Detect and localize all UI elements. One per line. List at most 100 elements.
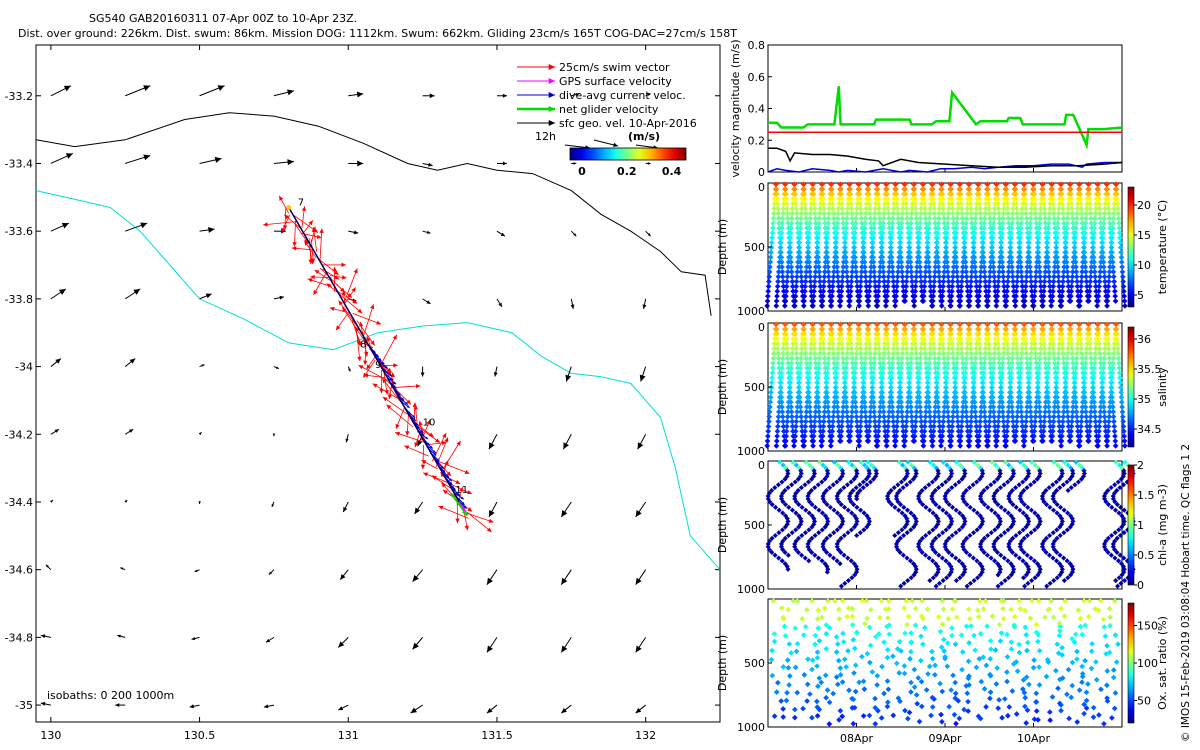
- geo-velocity-arrow-head: [493, 372, 498, 377]
- swim-vector-arrow-head: [358, 365, 364, 370]
- geo-velocity-arrow: [273, 159, 294, 166]
- coastline-0m: [35, 112, 712, 316]
- geo-velocity-arrow-head: [565, 374, 572, 382]
- geo-velocity-arrow: [268, 569, 275, 576]
- swim-vector-arrow: [421, 459, 438, 470]
- swim-vector-arrow: [355, 326, 369, 347]
- swim-vector-arrow-head: [393, 363, 398, 368]
- geo-velocity-arrow: [562, 434, 572, 450]
- velocity-y-tick-label: 0.6: [748, 71, 766, 84]
- geo-velocity-arrow-head: [353, 230, 359, 235]
- swim-vector-arrow-head: [442, 489, 448, 495]
- swim-vector-arrow-head: [444, 437, 449, 443]
- dac-arrow-head: [389, 377, 393, 381]
- swim-vector-arrow-shaft: [381, 334, 398, 364]
- swim-vector-arrow-head: [395, 431, 401, 436]
- swim-vector-arrow: [283, 214, 302, 229]
- dac-arrow-head: [449, 481, 453, 485]
- geo-velocity-arrow-head: [637, 442, 644, 450]
- geo-velocity-arrow: [189, 704, 200, 709]
- geo-velocity-arrow: [486, 704, 498, 714]
- velocity-series-dac: [767, 161, 1122, 173]
- swim-vector-arrow: [438, 505, 469, 519]
- geo-velocity-arrow: [570, 298, 575, 309]
- swim-vector-arrow-head: [387, 394, 393, 400]
- swim-vector-arrow-shaft: [362, 304, 374, 337]
- geo-velocity-arrow-head: [54, 429, 59, 433]
- geo-velocity-arrow: [272, 433, 276, 437]
- temperature-sample: [775, 210, 782, 217]
- swim-vector-arrow: [436, 460, 470, 475]
- salinity-colorbar-tick-label: 36: [1137, 333, 1151, 346]
- geo-velocity-arrow: [273, 295, 285, 300]
- swim-vector-arrow-head: [338, 300, 343, 306]
- map-x-tick-label: 132: [635, 729, 656, 742]
- legend-swatch-head: [548, 105, 555, 113]
- temperature-sample: [1122, 303, 1128, 309]
- day-label: 7: [298, 197, 304, 208]
- dac-arrow-head: [416, 425, 420, 429]
- colorbar-title: (m/s): [628, 130, 660, 143]
- temperature-colorbar-tick-label: 15: [1137, 229, 1151, 242]
- swim-vector-arrow-head: [459, 486, 464, 492]
- geo-velocity-arrow: [560, 637, 572, 653]
- geo-velocity-arrow-head: [561, 707, 567, 714]
- swim-vector-arrow-head: [304, 240, 309, 246]
- geo-velocity-arrow: [50, 153, 74, 164]
- geo-velocity-arrow: [347, 366, 351, 372]
- swim-vector-arrow-shaft: [358, 364, 388, 381]
- swim-vector-arrow: [310, 274, 332, 280]
- swim-vector-arrow-head: [352, 299, 358, 304]
- dac-arrow-head: [372, 350, 376, 354]
- chart-title: SG540 GAB20160311 07-Apr 00Z to 10-Apr 2…: [89, 12, 358, 25]
- swim-vector-arrow-head: [456, 440, 461, 446]
- geo-velocity-arrow: [496, 161, 507, 166]
- geo-velocity-arrow: [496, 298, 503, 308]
- geo-velocity-arrow-head: [502, 161, 507, 166]
- geo-velocity-arrow: [496, 230, 506, 237]
- swim-vector-arrow: [302, 220, 314, 234]
- dac-arrow-head: [413, 418, 416, 422]
- map-colorbar-tick-label: 0.2: [617, 165, 637, 178]
- geo-velocity-arrow-head: [201, 364, 205, 367]
- map-colorbar-tick-label: 0: [578, 165, 586, 178]
- swim-vector-arrow-shaft: [352, 312, 382, 325]
- swim-vector-arrow: [332, 266, 337, 293]
- swim-vector-arrow-shaft: [262, 221, 298, 226]
- geo-velocity-arrow-head: [58, 288, 66, 295]
- temperature-sample: [769, 225, 776, 231]
- geo-velocity-arrow: [199, 85, 225, 97]
- swim-vector-arrow-head: [446, 471, 452, 477]
- swim-vector-arrow-head: [441, 440, 447, 446]
- geo-velocity-arrow: [194, 569, 200, 573]
- temperature-sample: [775, 215, 782, 222]
- geo-velocity-arrow: [496, 93, 507, 98]
- salinity-colorbar-tick-label: 34.5: [1137, 423, 1162, 436]
- geo-velocity-arrow-head: [635, 645, 642, 653]
- geo-velocity-arrow: [40, 634, 51, 639]
- geo-velocity-arrow: [125, 222, 148, 232]
- geo-velocity-arrow: [410, 704, 423, 714]
- geo-velocity-arrow-head: [40, 634, 46, 639]
- swim-vector-arrow-shaft: [364, 337, 367, 366]
- temperature-sample: [773, 181, 779, 188]
- swim-vector-arrow-head: [438, 505, 444, 510]
- geo-velocity-arrow: [50, 428, 60, 435]
- swim-vector-arrow-head: [319, 228, 324, 234]
- swim-vector-arrow: [337, 291, 358, 304]
- chart-subtitle: Dist. over ground: 226km. Dist. swum: 86…: [18, 27, 737, 40]
- day-label: 11: [455, 485, 468, 496]
- dac-arrow-head: [415, 422, 418, 426]
- swim-vector-arrow-head: [386, 367, 392, 373]
- legend-swatch: [517, 105, 555, 113]
- velocity-y-label: velocity magnitude (m/s): [729, 39, 742, 177]
- swim-vector-arrow-head: [347, 293, 352, 298]
- geo-velocity-arrow-head: [343, 506, 348, 512]
- velocity-y-tick-label: 0.8: [748, 39, 766, 52]
- swim-vector-arrow-head: [316, 234, 322, 239]
- temperature-sample: [769, 234, 775, 241]
- geo-velocity-arrow-head: [647, 93, 651, 96]
- swim-vector-arrow-head: [406, 399, 411, 405]
- velocity-y-tick-label: 0.4: [748, 103, 766, 116]
